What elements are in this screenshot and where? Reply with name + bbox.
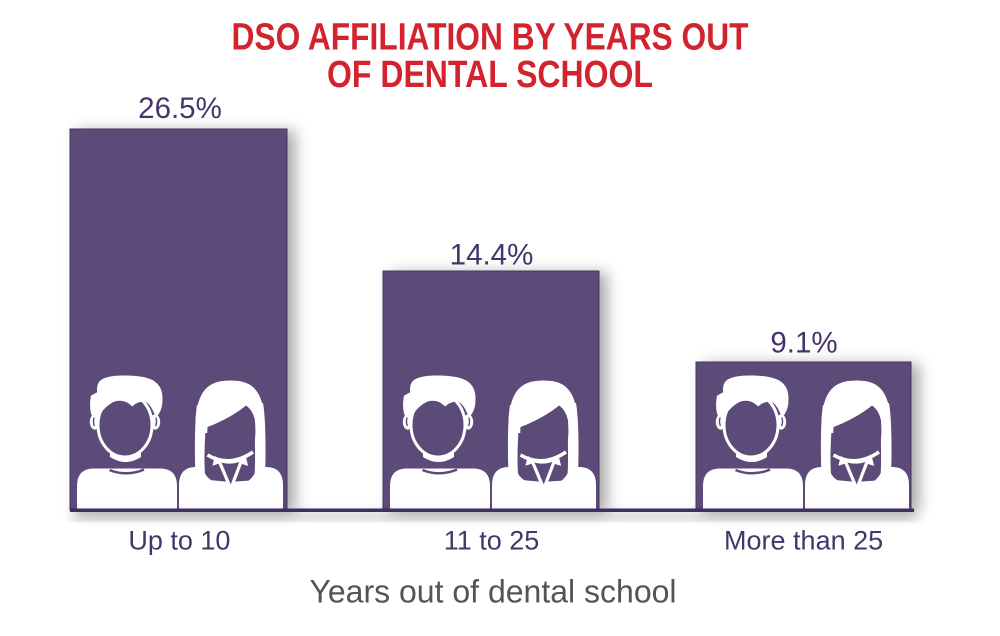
svg-text:Up to 10: Up to 10 — [128, 526, 230, 556]
svg-text:DSO AFFILIATION BY YEARS OUT: DSO AFFILIATION BY YEARS OUT — [232, 16, 749, 58]
svg-text:11 to 25: 11 to 25 — [444, 526, 540, 556]
svg-text:Years out of dental school: Years out of dental school — [309, 573, 676, 609]
svg-text:OF DENTAL SCHOOL: OF DENTAL SCHOOL — [327, 54, 653, 96]
svg-text:26.5%: 26.5% — [138, 92, 222, 125]
svg-text:14.4%: 14.4% — [450, 239, 534, 272]
svg-text:More than 25: More than 25 — [724, 526, 883, 556]
svg-text:9.1%: 9.1% — [770, 327, 837, 360]
